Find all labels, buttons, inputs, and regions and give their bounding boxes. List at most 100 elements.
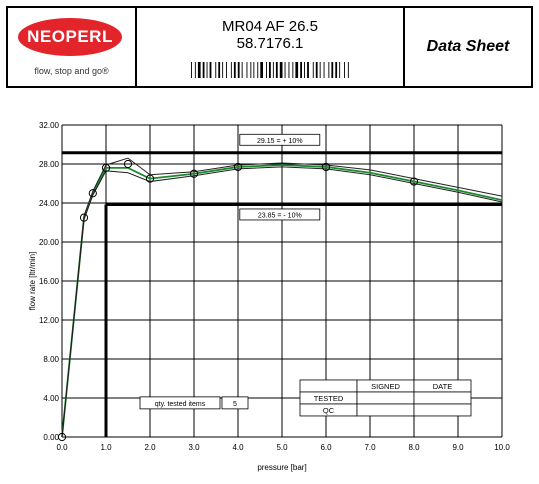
data-point <box>101 163 111 173</box>
barcode-bar <box>250 62 252 78</box>
barcode-bar <box>206 62 208 78</box>
series-line <box>61 164 503 438</box>
x-tick-label: 7.0 <box>364 443 376 452</box>
barcode-bar <box>233 62 236 78</box>
data-point <box>57 432 67 442</box>
barcode-bar <box>323 62 325 78</box>
barcode-bar <box>257 62 259 78</box>
barcode-bar <box>304 62 305 78</box>
x-axis-label: pressure [bar] <box>257 463 306 472</box>
qty-value: 5 <box>233 401 237 408</box>
barcode-bar <box>319 62 321 78</box>
series-line <box>61 157 503 438</box>
barcode-bar <box>260 62 263 78</box>
barcode-bar <box>191 62 192 78</box>
barcode-image <box>191 62 349 78</box>
sign-table-text: QC <box>323 406 335 415</box>
y-axis-label: flow rate [ltr/min] <box>28 252 37 311</box>
sign-table-cell <box>299 379 358 393</box>
x-tick-label: 2.0 <box>144 443 156 452</box>
data-point <box>145 174 155 183</box>
neoperl-logo: NEOPERL <box>18 18 122 56</box>
barcode-bar <box>292 62 294 78</box>
x-tick-label: 5.0 <box>276 443 288 452</box>
barcode-bar <box>331 62 334 78</box>
y-tick-label: 8.00 <box>43 355 59 364</box>
logo-tagline: flow, stop and go® <box>34 66 109 76</box>
barcode-bar <box>279 62 283 78</box>
qty-value-box <box>221 396 249 410</box>
barcode-bar <box>222 62 224 78</box>
barcode-bar <box>197 62 201 78</box>
barcode-bar <box>237 62 240 78</box>
sign-table-text: TESTED <box>314 394 344 403</box>
data-point <box>123 159 133 169</box>
data-point <box>79 213 89 222</box>
barcode-bar <box>288 62 290 78</box>
data-point <box>189 169 199 178</box>
barcode-bar <box>246 62 248 78</box>
x-tick-label: 3.0 <box>188 443 200 452</box>
lower-limit-label: 23.85 = - 10% <box>258 212 302 219</box>
x-tick-label: 4.0 <box>232 443 244 452</box>
barcode-bar <box>328 62 330 78</box>
x-tick-label: 6.0 <box>320 443 332 452</box>
y-tick-label: 4.00 <box>43 394 59 403</box>
sign-table-cell <box>356 403 415 417</box>
sign-table-text: DATE <box>433 382 452 391</box>
barcode-bar <box>284 62 286 78</box>
y-tick-label: 28.00 <box>39 160 60 169</box>
barcode-bar <box>241 62 243 78</box>
flow-rate-chart: 0.0 1.0 2.0 3.0 4.0 5.0 6.0 7.0 8.0 9.0 10.0 0.00 4.… <box>28 121 510 472</box>
data-point <box>409 177 419 186</box>
part-model: MR04 AF 26.5 <box>222 18 318 35</box>
x-tick-label: 10.0 <box>494 443 510 452</box>
barcode-bar <box>295 62 299 78</box>
qty-label-box <box>139 396 221 410</box>
barcode-bar <box>300 62 302 78</box>
y-tick-label: 24.00 <box>39 199 60 208</box>
barcode-bar <box>209 62 212 78</box>
y-tick-label: 0.00 <box>43 433 59 442</box>
data-point <box>88 189 97 198</box>
barcode-bar <box>253 62 255 78</box>
barcode-bar <box>272 62 274 78</box>
upper-limit-label-box <box>239 133 321 146</box>
barcode-bar <box>307 62 309 78</box>
data-point <box>233 162 243 172</box>
sign-table-cell <box>356 391 415 405</box>
barcode-bar <box>215 62 217 78</box>
sign-table-cell <box>413 403 472 417</box>
barcode-bar <box>230 62 232 78</box>
barcode-bar <box>218 62 221 78</box>
barcode-bar <box>202 62 205 78</box>
x-tick-label: 0.0 <box>56 443 68 452</box>
title-cell: Data Sheet <box>405 8 531 86</box>
lower-limit-label-box <box>239 208 321 221</box>
barcode-bar <box>339 62 341 78</box>
barcode-bar <box>275 62 278 78</box>
barcode-bar <box>312 62 314 78</box>
y-tick-label: 32.00 <box>39 121 60 130</box>
header-bar: NEOPERL flow, stop and go® MR04 AF 26.5 … <box>6 6 533 88</box>
y-tick-label: 16.00 <box>39 277 60 286</box>
barcode-bar <box>226 62 227 78</box>
data-point <box>321 162 331 172</box>
y-tick-label: 12.00 <box>39 316 60 325</box>
y-tick-label: 20.00 <box>39 238 60 247</box>
barcode-bar <box>194 62 196 78</box>
logo-cell: NEOPERL flow, stop and go® <box>8 8 137 86</box>
barcode-bar <box>315 62 318 78</box>
x-tick-label: 8.0 <box>408 443 420 452</box>
x-tick-label: 9.0 <box>452 443 464 452</box>
barcode-bar <box>269 62 271 78</box>
qty-label: qty. tested items <box>155 401 206 408</box>
x-tick-label: 1.0 <box>100 443 112 452</box>
part-number: 58.7176.1 <box>236 35 304 52</box>
barcode-bar <box>266 62 267 78</box>
barcode-bar <box>347 62 349 78</box>
upper-limit-label: 29.15 = + 10% <box>257 138 303 145</box>
document-title: Data Sheet <box>426 38 510 55</box>
sign-table-text: SIGNED <box>371 382 400 391</box>
part-number-cell: MR04 AF 26.5 58.7176.1 <box>137 8 405 86</box>
